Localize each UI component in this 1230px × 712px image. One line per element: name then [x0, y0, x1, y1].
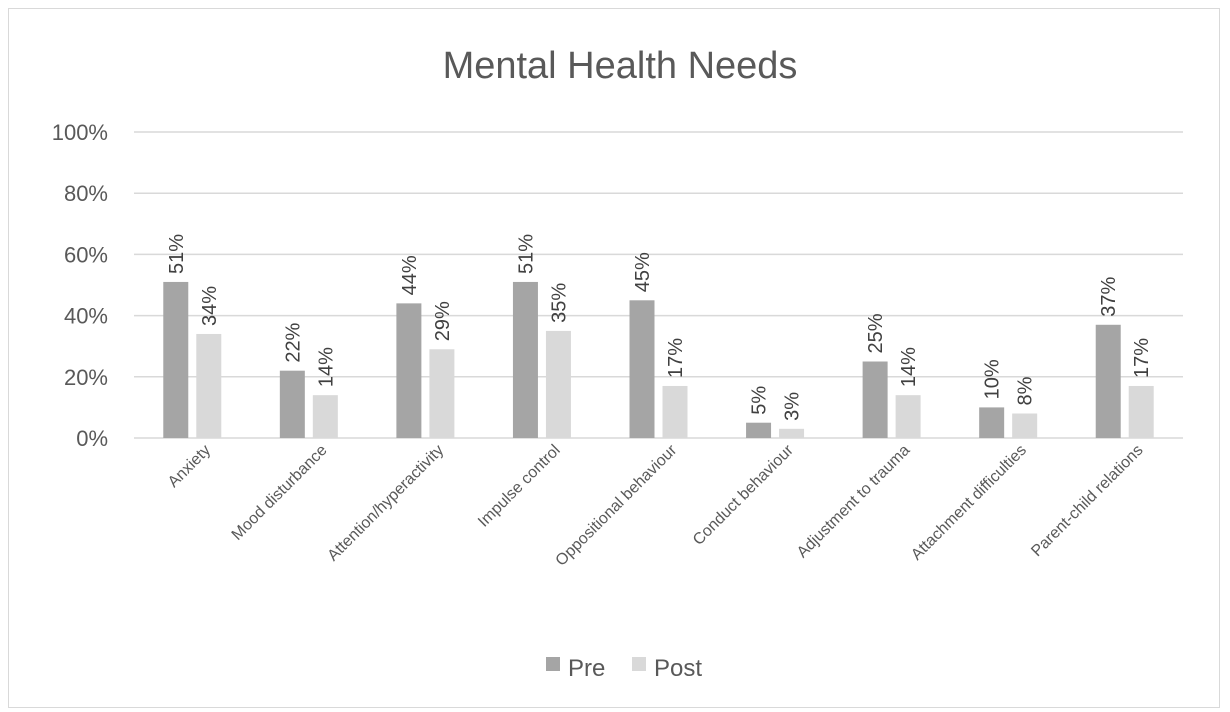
y-tick-label: 100%: [52, 120, 108, 145]
bar-post: [895, 395, 921, 438]
chart-title: Mental Health Needs: [443, 45, 798, 87]
bar-pre: [1095, 324, 1121, 438]
x-axis-categories: Anxiety Mood disturbanceAttention/hyperac…: [165, 441, 1147, 569]
category-label: Impulse control: [475, 442, 564, 531]
legend-swatch-post: [632, 657, 646, 671]
data-label: 34%: [199, 286, 221, 326]
bar-post: [1128, 385, 1154, 438]
data-label: 25%: [865, 313, 887, 353]
category-label: Attention/hyperactivity: [325, 442, 448, 565]
legend-label-post: Post: [654, 655, 702, 682]
gridlines: [134, 131, 1183, 439]
category-label: Adjustment to trauma: [794, 442, 914, 562]
data-label: 3%: [782, 392, 804, 421]
bar-post: [545, 330, 571, 438]
data-label: 10%: [982, 359, 1004, 399]
y-tick-label: 60%: [64, 242, 108, 267]
bars: [163, 281, 1154, 438]
bar-post: [779, 428, 805, 438]
category-label: Anxiety: [165, 442, 214, 491]
bar-pre: [279, 370, 305, 438]
data-label: 8%: [1015, 376, 1037, 405]
y-axis-ticks: 0% 20% 40% 60% 80% 100%: [52, 120, 108, 451]
bar-post: [196, 333, 222, 438]
data-label: 5%: [749, 386, 771, 415]
bar-post: [662, 385, 688, 438]
category-label: Oppositional behaviour: [553, 441, 681, 569]
y-tick-label: 20%: [64, 365, 108, 390]
data-label: 17%: [665, 338, 687, 378]
category-label: Parent-child relations: [1028, 442, 1146, 560]
bar-pre: [396, 303, 422, 438]
legend: Pre Post: [546, 655, 702, 682]
bar-pre: [979, 407, 1005, 438]
bar-pre: [862, 361, 888, 438]
y-tick-label: 0%: [76, 426, 108, 451]
data-label: 17%: [1131, 338, 1153, 378]
data-labels: 51% 34% 22% 14% 44% 29% 51% 35% 45% 17% 5% 3% 25% 14%…: [166, 234, 1153, 421]
category-label: Conduct behaviour: [690, 441, 797, 548]
data-label: 45%: [632, 252, 654, 292]
data-label: 44%: [399, 255, 421, 295]
data-label: 51%: [166, 234, 188, 274]
legend-swatch-pre: [546, 657, 560, 671]
bar-post: [429, 349, 455, 438]
bar-pre: [746, 422, 772, 438]
bar-pre: [629, 300, 655, 438]
bar-pre: [512, 281, 538, 438]
y-tick-label: 40%: [64, 304, 108, 329]
category-label: Attachment difficulties: [908, 442, 1030, 564]
data-label: 37%: [1098, 277, 1120, 317]
legend-label-pre: Pre: [568, 655, 605, 682]
y-tick-label: 80%: [64, 181, 108, 206]
bar-post: [1012, 413, 1038, 438]
data-label: 51%: [515, 234, 537, 274]
category-label: Mood disturbance: [229, 442, 331, 544]
data-label: 22%: [282, 322, 304, 362]
data-label: 35%: [548, 283, 570, 323]
bar-post: [312, 395, 338, 438]
bar-pre: [163, 281, 189, 438]
data-label: 14%: [315, 347, 337, 387]
data-label: 14%: [898, 347, 920, 387]
data-label: 29%: [432, 301, 454, 341]
